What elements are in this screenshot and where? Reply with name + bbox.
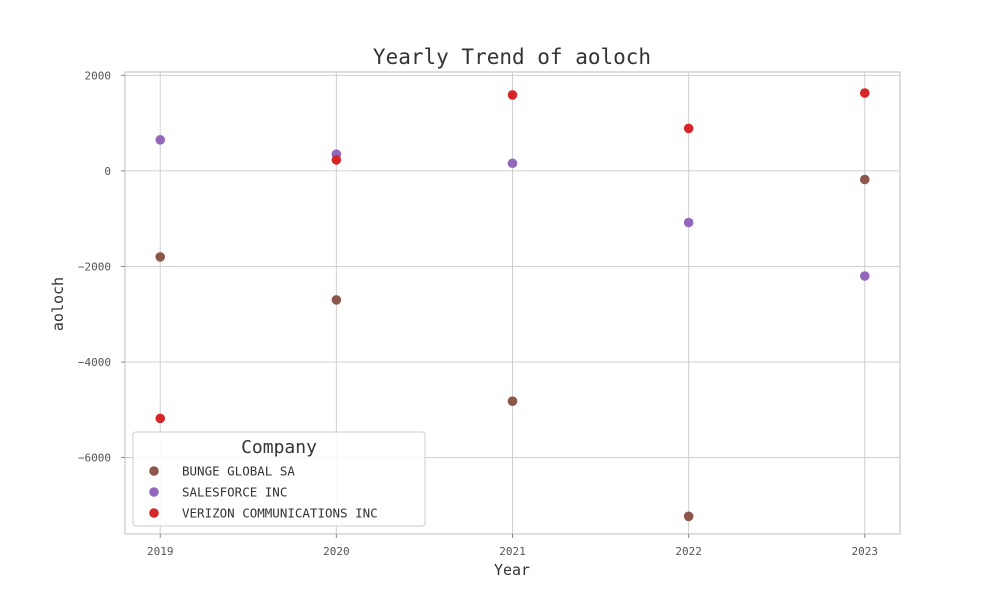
data-point xyxy=(507,396,518,406)
y-tick-label: 2000 xyxy=(85,69,112,82)
legend-label: SALESFORCE INC xyxy=(182,485,287,500)
x-tick-label: 2023 xyxy=(852,545,879,558)
x-tick-label: 2019 xyxy=(147,545,174,558)
data-point xyxy=(859,174,870,185)
data-point xyxy=(331,155,342,165)
data-point xyxy=(155,135,166,145)
y-tick-label: −4000 xyxy=(78,356,111,369)
data-point xyxy=(155,252,166,262)
x-tick-label: 2022 xyxy=(675,545,702,558)
legend-marker xyxy=(149,466,159,476)
y-axis-label: aoloch xyxy=(49,277,67,331)
legend-label: VERIZON COMMUNICATIONS INC xyxy=(182,506,378,521)
chart-title: Yearly Trend of aoloch xyxy=(373,45,651,69)
legend-box xyxy=(132,431,426,527)
y-tick-label: −6000 xyxy=(78,452,111,465)
y-tick-label: 0 xyxy=(104,165,111,178)
legend-label: BUNGE GLOBAL SA xyxy=(182,464,295,479)
data-point xyxy=(683,217,694,228)
data-point xyxy=(683,511,694,522)
data-point xyxy=(683,123,694,134)
x-tick-label: 2020 xyxy=(323,545,350,558)
legend-marker xyxy=(149,487,159,497)
data-point xyxy=(507,90,518,100)
data-point xyxy=(507,158,518,169)
legend-entries: BUNGE GLOBAL SA SALESFORCE INC VERIZON COM… xyxy=(149,464,378,521)
legend: Company BUNGE GLOBAL SA SALESFORCE INC VER… xyxy=(132,431,426,527)
data-point xyxy=(155,413,166,424)
y-tick-label: −2000 xyxy=(78,260,111,273)
legend-marker xyxy=(149,508,159,518)
tick-layer: 2019 2020 2021 2022 2023 2000 0 −2000 −4000 −6000 xyxy=(78,69,878,558)
data-point xyxy=(331,295,342,305)
data-point xyxy=(859,271,870,281)
data-point xyxy=(859,88,870,98)
legend-title: Company xyxy=(241,437,317,458)
point-layer xyxy=(155,88,870,522)
x-tick-label: 2021 xyxy=(499,545,526,558)
grid-layer xyxy=(125,72,900,534)
x-axis-label: Year xyxy=(494,561,530,579)
